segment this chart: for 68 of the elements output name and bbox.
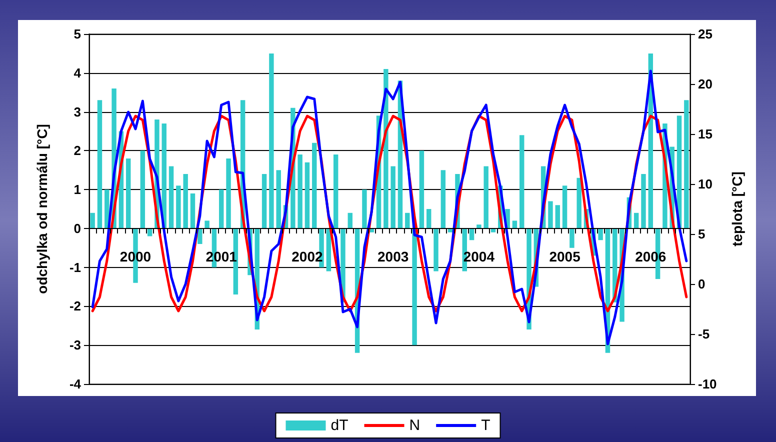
legend-label: N — [409, 417, 420, 434]
bar — [576, 178, 582, 228]
bar — [168, 166, 174, 228]
y2-tick-label: 5 — [698, 226, 706, 242]
bar — [555, 205, 560, 228]
bar — [226, 158, 231, 228]
bar — [269, 53, 274, 228]
bar — [440, 170, 446, 228]
y2-tick-label: -10 — [698, 376, 717, 392]
bar — [469, 228, 474, 240]
legend-label: T — [481, 417, 490, 434]
bar — [412, 228, 417, 346]
line-series — [91, 70, 688, 346]
y2-tick-label: 25 — [698, 26, 712, 42]
y-tick-label: -4 — [69, 376, 82, 392]
bar — [484, 166, 488, 228]
bar — [298, 154, 302, 228]
bar — [562, 186, 568, 228]
bar — [570, 228, 574, 248]
bar — [333, 154, 338, 228]
bar — [426, 209, 432, 228]
y-axis-title: odchylka od normálu [°C] — [34, 124, 50, 294]
y2-tick-label: 0 — [698, 276, 706, 292]
legend-label: dT — [330, 417, 348, 434]
bar — [641, 174, 646, 228]
bar — [634, 212, 639, 228]
bar — [520, 135, 524, 228]
y2-tick-label: 20 — [698, 76, 712, 92]
bar — [362, 190, 367, 228]
bar — [390, 166, 396, 228]
bar — [548, 201, 553, 228]
y-tick-label: 0 — [74, 220, 81, 236]
x-tick-label: 2003 — [378, 248, 409, 264]
bar — [276, 170, 281, 228]
y-tick-label: -3 — [69, 338, 81, 353]
bar — [304, 162, 310, 228]
bar — [476, 224, 482, 228]
bar — [140, 150, 146, 228]
y-tick-label: 2 — [74, 143, 81, 158]
y-tick-label: -2 — [69, 298, 81, 314]
bar — [204, 220, 210, 228]
y-tick-label: 1 — [74, 182, 81, 198]
x-tick-label: 2005 — [549, 248, 581, 264]
bar — [312, 142, 317, 228]
bar — [126, 158, 131, 228]
bar — [598, 228, 603, 240]
bar — [90, 212, 95, 228]
bar — [405, 212, 410, 228]
bar — [512, 220, 518, 228]
bar — [97, 100, 102, 228]
bar — [219, 190, 224, 228]
bar — [419, 150, 424, 228]
bar — [348, 212, 353, 228]
bar — [684, 100, 689, 228]
bar — [198, 228, 202, 244]
bar — [262, 174, 267, 228]
y-tick-label: 4 — [74, 65, 82, 80]
y2-tick-label: -5 — [698, 326, 710, 342]
bar — [434, 228, 438, 272]
bar — [183, 174, 188, 228]
y-tick-label: -1 — [69, 260, 81, 275]
bar — [176, 186, 181, 228]
y2-tick-label: 15 — [698, 126, 712, 142]
y2-tick-label: 10 — [698, 176, 712, 192]
bar — [190, 193, 196, 228]
y2-axis-title: teplota [°C] — [729, 172, 745, 246]
y-tick-label: 3 — [74, 104, 81, 120]
y-tick-label: 5 — [74, 26, 81, 42]
